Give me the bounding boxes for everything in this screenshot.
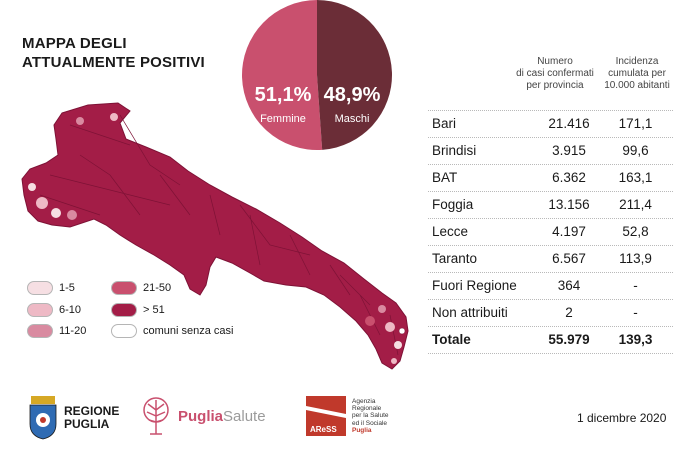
title-line-2: ATTUALMENTE POSITIVI xyxy=(22,54,205,71)
header-incidence-line-1: Incidenza xyxy=(615,56,659,67)
row-separator xyxy=(428,164,673,165)
province-incidence: 113,9 xyxy=(619,251,652,266)
table-row: Lecce 4.197 52,8 xyxy=(428,219,673,245)
province-incidence: 211,4 xyxy=(619,197,652,212)
regione-puglia-crest-icon xyxy=(29,396,57,440)
aress-description: Agenzia Regionale per la Salute ed il So… xyxy=(352,398,389,434)
report-date: 1 dicembre 2020 xyxy=(577,411,667,425)
header-cases-line-1: Numero xyxy=(537,56,573,67)
aress-logo-icon xyxy=(306,396,346,436)
province-incidence: 163,1 xyxy=(618,170,653,185)
province-incidence: - xyxy=(633,278,638,293)
legend-swatch xyxy=(111,324,137,338)
row-separator xyxy=(428,137,673,138)
header-cases: Numero di casi confermati per provincia xyxy=(500,56,610,92)
puglia-salute-logo-text: PugliaSalute xyxy=(178,408,266,425)
province-name: Lecce xyxy=(432,224,469,239)
light-municipalities xyxy=(28,113,406,364)
legend-swatch xyxy=(27,303,53,317)
legend-swatch xyxy=(27,324,53,338)
legend-swatch xyxy=(111,281,137,295)
table-row: BAT 6.362 163,1 xyxy=(428,165,673,191)
municipality-borders xyxy=(39,114,399,356)
table-row: Non attribuiti 2 - xyxy=(428,300,673,326)
province-name: Foggia xyxy=(432,197,474,212)
row-separator xyxy=(428,218,673,219)
aress-desc-3: per la Salute xyxy=(352,412,389,420)
puglia-word: Puglia xyxy=(178,408,224,425)
province-incidence: 99,6 xyxy=(622,143,649,158)
legend-label: 21-50 xyxy=(143,282,172,294)
total-label: Totale xyxy=(432,332,471,347)
female-label: Femmine xyxy=(260,113,306,125)
aress-desc-4: ed il Sociale xyxy=(352,419,388,427)
puglia-region-shape xyxy=(21,102,409,370)
pie-slice-femmine xyxy=(242,0,323,150)
aress-desc-2: Regionale xyxy=(352,405,382,413)
row-separator xyxy=(428,353,673,354)
header-incidence: Incidenza cumulata per 10.000 abitanti xyxy=(597,56,677,92)
aress-desc-1: Agenzia xyxy=(352,398,376,405)
table-row: Foggia 13.156 211,4 xyxy=(428,192,673,218)
legend-swatch xyxy=(27,281,53,295)
province-incidence: 52,8 xyxy=(622,224,649,239)
salute-word: Salute xyxy=(223,408,266,425)
row-separator xyxy=(428,272,673,273)
row-separator xyxy=(428,245,673,246)
aress-desc-5: Puglia xyxy=(352,426,372,434)
province-cases: 21.416 xyxy=(548,116,590,131)
table-row: Fuori Regione 364 - xyxy=(428,273,673,299)
row-separator xyxy=(428,299,673,300)
table-row: Taranto 6.567 113,9 xyxy=(428,246,673,272)
province-name: Non attribuiti xyxy=(432,305,508,320)
legend-label: 1-5 xyxy=(59,282,75,294)
row-separator xyxy=(428,191,673,192)
row-separator xyxy=(428,110,673,111)
legend-label: comuni senza casi xyxy=(143,325,234,337)
header-incidence-line-3: 10.000 abitanti xyxy=(604,80,670,91)
province-cases: 4.197 xyxy=(552,224,586,239)
aress-acronym: AReSS xyxy=(310,425,337,434)
table-row: Bari 21.416 171,1 xyxy=(428,111,673,137)
gender-pie-chart xyxy=(242,0,392,150)
province-name: BAT xyxy=(432,170,458,185)
legend-label: 11-20 xyxy=(59,325,87,337)
province-name: Bari xyxy=(432,116,457,131)
total-incidence: 139,3 xyxy=(618,332,653,347)
province-name: Brindisi xyxy=(432,143,477,158)
header-cases-line-2: di casi confermati xyxy=(516,68,594,79)
province-name: Taranto xyxy=(432,251,478,266)
table-row: Brindisi 3.915 99,6 xyxy=(428,138,673,164)
total-cases: 55.979 xyxy=(548,332,590,347)
pie-slice-maschi xyxy=(317,0,392,150)
puglia-map xyxy=(21,102,409,370)
regione-line-2: PUGLIA xyxy=(64,417,110,431)
legend-label: > 51 xyxy=(143,304,165,316)
province-incidence: - xyxy=(633,305,638,320)
regione-puglia-logo-text: REGIONE PUGLIA xyxy=(64,405,119,431)
male-label: Maschi xyxy=(334,113,370,125)
province-name: Fuori Regione xyxy=(432,278,517,293)
province-cases: 6.362 xyxy=(552,170,586,185)
regione-line-1: REGIONE xyxy=(64,404,120,418)
page-title: MAPPA DEGLI ATTUALMENTE POSITIVI xyxy=(22,34,205,72)
title-line-1: MAPPA DEGLI xyxy=(22,35,127,52)
header-cases-line-3: per provincia xyxy=(526,80,584,91)
legend-label: 6-10 xyxy=(59,304,82,316)
province-incidence: 171,1 xyxy=(618,116,653,131)
header-incidence-line-2: cumulata per xyxy=(608,68,666,79)
male-percent: 48,9% xyxy=(323,84,381,106)
province-cases: 3.915 xyxy=(552,143,586,158)
row-separator xyxy=(428,326,673,327)
province-cases: 364 xyxy=(557,278,581,293)
female-percent: 51,1% xyxy=(254,84,312,106)
province-cases: 2 xyxy=(565,305,573,320)
table-total-row: Totale 55.979 139,3 xyxy=(428,327,673,353)
province-cases: 6.567 xyxy=(552,251,586,266)
province-cases: 13.156 xyxy=(548,197,590,212)
puglia-salute-tree-icon xyxy=(143,397,169,435)
legend-swatch xyxy=(111,303,137,317)
